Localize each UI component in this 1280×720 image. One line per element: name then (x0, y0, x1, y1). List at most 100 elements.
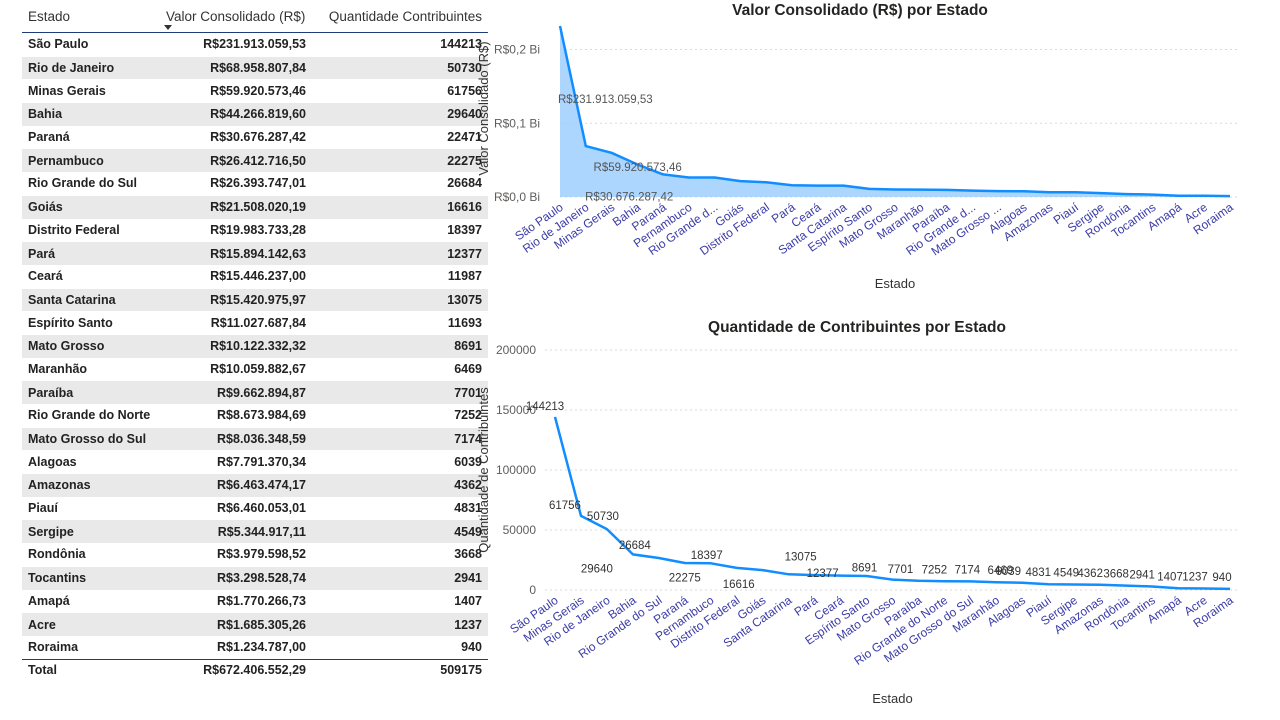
table-row[interactable]: Sergipe R$5.344.917,11 4549 (22, 519, 488, 544)
data-point[interactable] (968, 579, 972, 583)
cell-quantidade: 2941 (312, 565, 488, 590)
table-row[interactable]: Paraíba R$9.662.894,87 7701 (22, 380, 488, 404)
table-row[interactable]: Amapá R$1.770.266,73 1407 (22, 590, 488, 613)
data-point[interactable] (764, 180, 768, 184)
column-header-quantidade[interactable]: Quantidade Contribuintes (312, 0, 488, 33)
data-point[interactable] (713, 176, 717, 180)
cell-valor: R$9.662.894,87 (160, 380, 312, 404)
table-row[interactable]: Maranhão R$10.059.882,67 6469 (22, 358, 488, 381)
data-point[interactable] (1176, 194, 1180, 198)
table-row[interactable]: Roraima R$1.234.787,00 940 (22, 636, 488, 659)
cell-valor: R$10.059.882,67 (210, 361, 306, 376)
y-axis-title: Valor Consolidado (R$) (476, 41, 491, 175)
quantidade-por-estado-chart[interactable]: Quantidade de Contribuintes por Estado 0 5… (470, 312, 1270, 720)
data-point[interactable] (735, 566, 739, 570)
data-point[interactable] (605, 527, 609, 531)
data-point[interactable] (790, 183, 794, 187)
data-point[interactable] (1202, 194, 1206, 198)
data-point[interactable] (996, 189, 1000, 193)
data-point[interactable] (610, 151, 614, 155)
table-row[interactable]: Pernambuco R$26.412.716,50 22275 (22, 148, 488, 173)
column-header-valor[interactable]: Valor Consolidado (R$) (160, 0, 312, 33)
table-row[interactable]: Bahia R$44.266.819,60 29640 (22, 102, 488, 126)
table-row[interactable]: Paraná R$30.676.287,42 22471 (22, 126, 488, 149)
data-point[interactable] (1228, 194, 1232, 198)
data-point[interactable] (891, 578, 895, 582)
table-row[interactable]: Alagoas R$7.791.370,34 6039 (22, 450, 488, 473)
series-line[interactable] (558, 25, 1231, 198)
table-row[interactable]: Pará R$15.894.142,63 12377 (22, 241, 488, 265)
data-point[interactable] (553, 415, 557, 419)
data-point[interactable] (994, 580, 998, 584)
table-row[interactable]: Distrito Federal R$19.983.733,28 18397 (22, 219, 488, 242)
data-point[interactable] (1176, 586, 1180, 590)
data-point[interactable] (687, 176, 691, 180)
data-point[interactable] (1150, 584, 1154, 588)
table-row[interactable]: Goiás R$21.508.020,19 16616 (22, 194, 488, 219)
cell-quantidade: 13075 (312, 287, 488, 312)
data-point[interactable] (1124, 584, 1128, 588)
data-point[interactable] (945, 188, 949, 192)
data-point[interactable] (1073, 190, 1077, 194)
table-row[interactable]: Rio Grande do Norte R$8.673.984,69 7252 (22, 404, 488, 427)
table-row[interactable]: Minas Gerais R$59.920.573,46 61756 (22, 79, 488, 102)
data-point[interactable] (579, 514, 583, 518)
table-row[interactable]: São Paulo R$231.913.059,53 144213 (22, 33, 488, 57)
series-line[interactable] (553, 416, 1231, 591)
column-header-estado[interactable]: Estado (22, 0, 160, 33)
data-point[interactable] (867, 187, 871, 191)
data-point[interactable] (1228, 587, 1232, 591)
data-point[interactable] (1099, 191, 1103, 195)
data-point[interactable] (816, 184, 820, 188)
table-row[interactable]: Piauí R$6.460.053,01 4831 (22, 497, 488, 520)
table-row[interactable]: Rio Grande do Sul R$26.393.747,01 26684 (22, 172, 488, 195)
table-row[interactable]: Mato Grosso R$10.122.332,32 8691 (22, 333, 488, 358)
cell-estado: Mato Grosso do Sul (22, 426, 160, 451)
data-point[interactable] (893, 188, 897, 192)
table-row[interactable]: Mato Grosso do Sul R$8.036.348,59 7174 (22, 426, 488, 451)
cell-estado: Pará (22, 241, 160, 265)
data-point[interactable] (738, 179, 742, 183)
y-axis-title: Quantidade de Contribuintes (476, 387, 491, 553)
y-tick-label: R$0,1 Bi (494, 116, 540, 130)
data-point[interactable] (1151, 193, 1155, 197)
cell-quantidade: 11987 (447, 269, 482, 284)
table-row[interactable]: Tocantins R$3.298.528,74 2941 (22, 565, 488, 590)
table-row[interactable]: Rio de Janeiro R$68.958.807,84 50730 (22, 55, 488, 80)
data-point[interactable] (919, 188, 923, 192)
table-row[interactable]: Amazonas R$6.463.474,17 4362 (22, 473, 488, 497)
data-point[interactable] (787, 572, 791, 576)
table-row[interactable]: Rondônia R$3.979.598,52 3668 (22, 543, 488, 566)
data-label: 2941 (1129, 569, 1155, 581)
data-point[interactable] (841, 184, 845, 188)
valor-por-estado-chart[interactable]: Valor Consolidado (R$) por Estado R$0,0 B… (470, 0, 1270, 300)
data-point[interactable] (558, 24, 562, 28)
data-point[interactable] (1202, 587, 1206, 591)
data-label: 7701 (888, 564, 914, 576)
data-point[interactable] (1125, 192, 1129, 196)
data-point[interactable] (916, 579, 920, 583)
data-point[interactable] (631, 552, 635, 556)
data-label: 12377 (807, 568, 839, 580)
data-point[interactable] (1048, 190, 1052, 194)
data-point[interactable] (839, 574, 843, 578)
data-point[interactable] (657, 556, 661, 560)
data-point[interactable] (683, 561, 687, 565)
table-row[interactable]: Santa Catarina R$15.420.975,97 13075 (22, 287, 488, 312)
data-point[interactable] (1020, 581, 1024, 585)
data-label: 940 (1212, 572, 1231, 584)
data-point[interactable] (584, 144, 588, 148)
sort-descending-icon[interactable] (164, 25, 172, 30)
cell-estado: Rio de Janeiro (22, 55, 160, 80)
table-row[interactable]: Espírito Santo R$11.027.687,84 11693 (22, 311, 488, 334)
data-point[interactable] (970, 189, 974, 193)
table-row[interactable]: Ceará R$15.446.237,00 11987 (22, 265, 488, 288)
data-point[interactable] (942, 579, 946, 583)
cell-estado: Ceará (28, 269, 63, 284)
data-point[interactable] (1072, 583, 1076, 587)
table-row[interactable]: Acre R$1.685.305,26 1237 (22, 612, 488, 636)
data-point[interactable] (1022, 189, 1026, 193)
data-point[interactable] (1098, 583, 1102, 587)
data-point[interactable] (761, 568, 765, 572)
data-point[interactable] (1046, 582, 1050, 586)
